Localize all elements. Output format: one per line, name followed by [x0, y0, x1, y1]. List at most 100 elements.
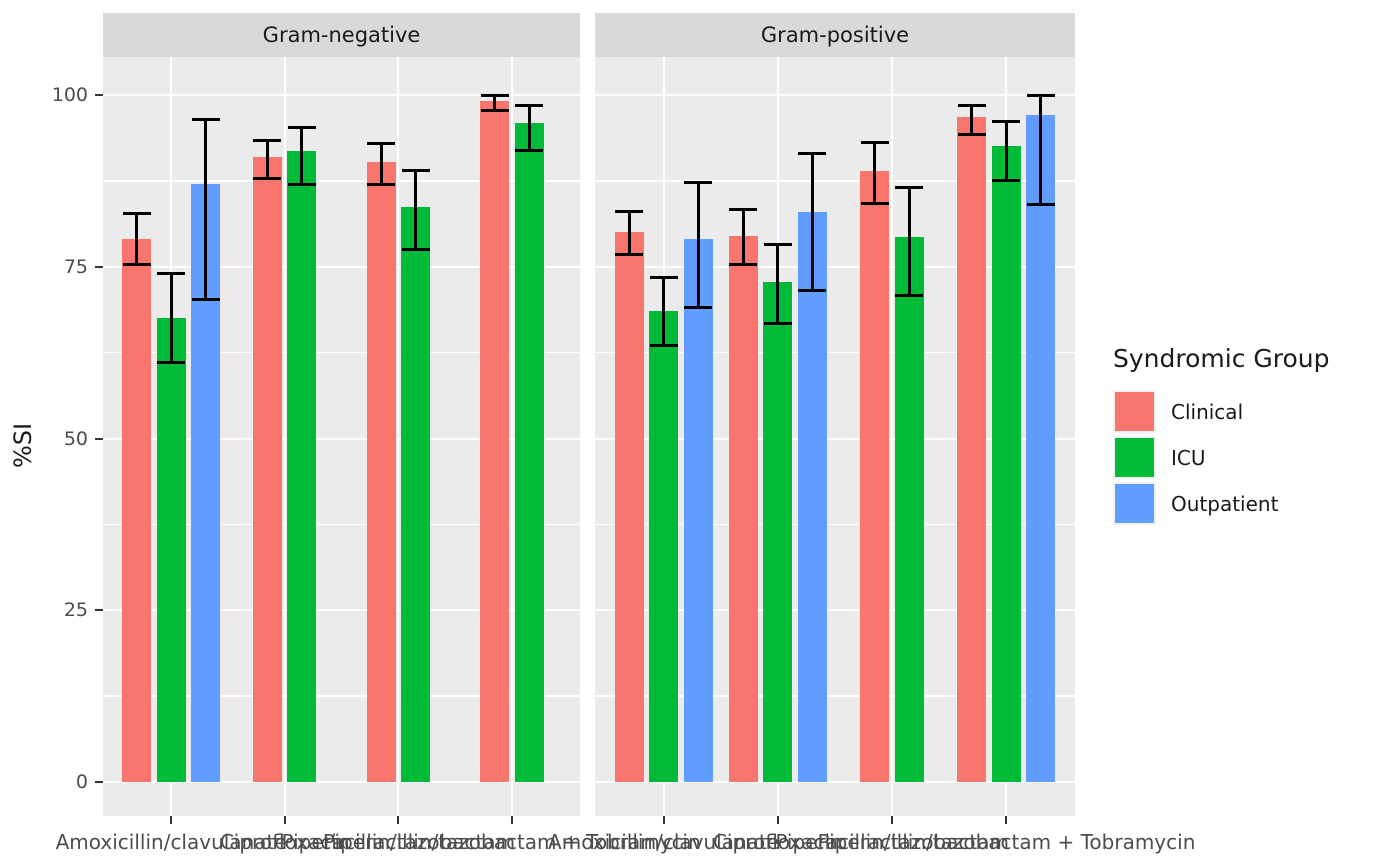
error-bar-cap-bottom: [798, 288, 827, 292]
gridline-major: [595, 437, 1075, 440]
bar: [683, 239, 713, 782]
error-bar-cap-top: [122, 211, 151, 215]
error-bar-cap-bottom: [157, 361, 186, 365]
error-bar-cap-top: [729, 207, 758, 211]
error-bar-cap-bottom: [367, 182, 396, 186]
bar: [991, 145, 1021, 782]
y-tick-label: 50: [63, 427, 88, 450]
error-bar-line: [1004, 121, 1008, 181]
error-bar-cap-bottom: [957, 132, 986, 136]
error-bar-line: [741, 209, 745, 264]
error-bar-line: [527, 105, 531, 151]
x-axis-tick: [662, 816, 665, 824]
x-tick-label: Amoxicillin/clavulanate: [55, 830, 287, 854]
error-bar-cap-top: [401, 169, 430, 173]
error-bar-line: [810, 153, 814, 291]
error-bar-cap-top: [763, 242, 792, 246]
gridline-major: [595, 609, 1075, 612]
y-axis-tick: [95, 94, 103, 96]
x-tick-label: Ciprofloxacin: [712, 830, 843, 854]
bar: [957, 116, 987, 782]
gridline-major: [103, 609, 580, 612]
error-bar-line: [414, 170, 418, 250]
gridline-minor: [103, 695, 580, 697]
y-tick-label: 0: [75, 771, 88, 793]
error-bar-cap-top: [191, 117, 220, 121]
bar: [480, 101, 510, 782]
gridline-minor: [595, 180, 1075, 182]
error-bar-line: [873, 142, 877, 204]
error-bar-line: [135, 213, 139, 264]
error-bar-cap-bottom: [253, 176, 282, 180]
error-bar-cap-bottom: [515, 149, 544, 153]
legend-item-icu: ICU: [1113, 436, 1400, 479]
error-bar-line: [970, 105, 974, 135]
gridline-vertical: [397, 57, 400, 816]
gridline-vertical: [283, 57, 286, 816]
error-bar-cap-top: [798, 151, 827, 155]
gridline-major: [103, 781, 580, 783]
error-bar-line: [379, 143, 383, 185]
y-tick-label: 25: [63, 599, 88, 622]
facet-strip: Gram-negative: [103, 13, 580, 57]
gridline-minor: [103, 351, 580, 354]
error-bar-cap-top: [287, 125, 316, 129]
error-bar-line: [696, 182, 700, 308]
gridline-major: [595, 781, 1075, 783]
error-bar-cap-bottom: [684, 306, 713, 310]
gridline-minor: [595, 523, 1075, 526]
x-axis-tick: [283, 816, 286, 824]
x-axis-tick: [776, 816, 779, 824]
error-bar-line: [204, 119, 208, 300]
error-bar-cap-top: [515, 104, 544, 108]
legend-item-outpatient: Outpatient: [1113, 482, 1400, 525]
gridline-major: [103, 94, 580, 96]
error-bar-cap-top: [615, 210, 644, 214]
error-bar-cap-bottom: [191, 297, 220, 301]
error-bar-cap-top: [253, 138, 282, 142]
error-bar-cap-bottom: [401, 248, 430, 252]
x-tick-label: Amoxicillin/clavulanate: [548, 830, 780, 854]
y-axis-tick: [95, 609, 103, 612]
legend-item-clinical: Clinical: [1113, 390, 1400, 433]
error-bar-cap-top: [684, 181, 713, 185]
gridline-minor: [595, 695, 1075, 697]
error-bar-cap-top: [480, 93, 509, 97]
bar: [287, 150, 317, 782]
error-bar-cap-bottom: [992, 178, 1021, 182]
error-bar-line: [493, 95, 497, 111]
error-bar-cap-top: [895, 185, 924, 189]
legend-label: Outpatient: [1171, 491, 1279, 516]
gridline-vertical: [891, 57, 894, 816]
gridline-minor: [595, 351, 1075, 354]
x-axis-tick: [397, 816, 400, 824]
error-bar-cap-bottom: [287, 182, 316, 186]
error-bar-line: [627, 211, 631, 255]
error-bar-cap-top: [157, 272, 186, 276]
error-bar-cap-top: [992, 120, 1021, 124]
gridline-minor: [103, 523, 580, 526]
bar: [1026, 114, 1056, 782]
legend-label: ICU: [1171, 445, 1206, 470]
x-tick-label: Piperacillin/tazobactam + Tobramycin: [322, 830, 701, 854]
y-tick-label: 100: [51, 84, 88, 106]
x-axis-tick: [891, 816, 894, 824]
error-bar-cap-bottom: [649, 344, 678, 348]
bar: [156, 318, 186, 782]
legend-swatch-clinical: [1113, 390, 1156, 433]
x-axis-tick: [1005, 816, 1008, 824]
error-bar-line: [776, 244, 780, 324]
bar: [614, 232, 644, 782]
bar: [401, 206, 431, 782]
error-bar-cap-top: [860, 140, 889, 144]
error-bar-cap-bottom: [895, 294, 924, 298]
error-bar-cap-top: [367, 141, 396, 145]
x-tick-label: Piperacillin/tazobactam + Tobramycin: [817, 830, 1196, 854]
error-bar-cap-bottom: [480, 108, 509, 112]
error-bar-cap-bottom: [615, 252, 644, 256]
bar: [122, 238, 152, 782]
bar: [252, 156, 282, 782]
bar: [860, 170, 890, 782]
error-bar-cap-bottom: [860, 202, 889, 206]
